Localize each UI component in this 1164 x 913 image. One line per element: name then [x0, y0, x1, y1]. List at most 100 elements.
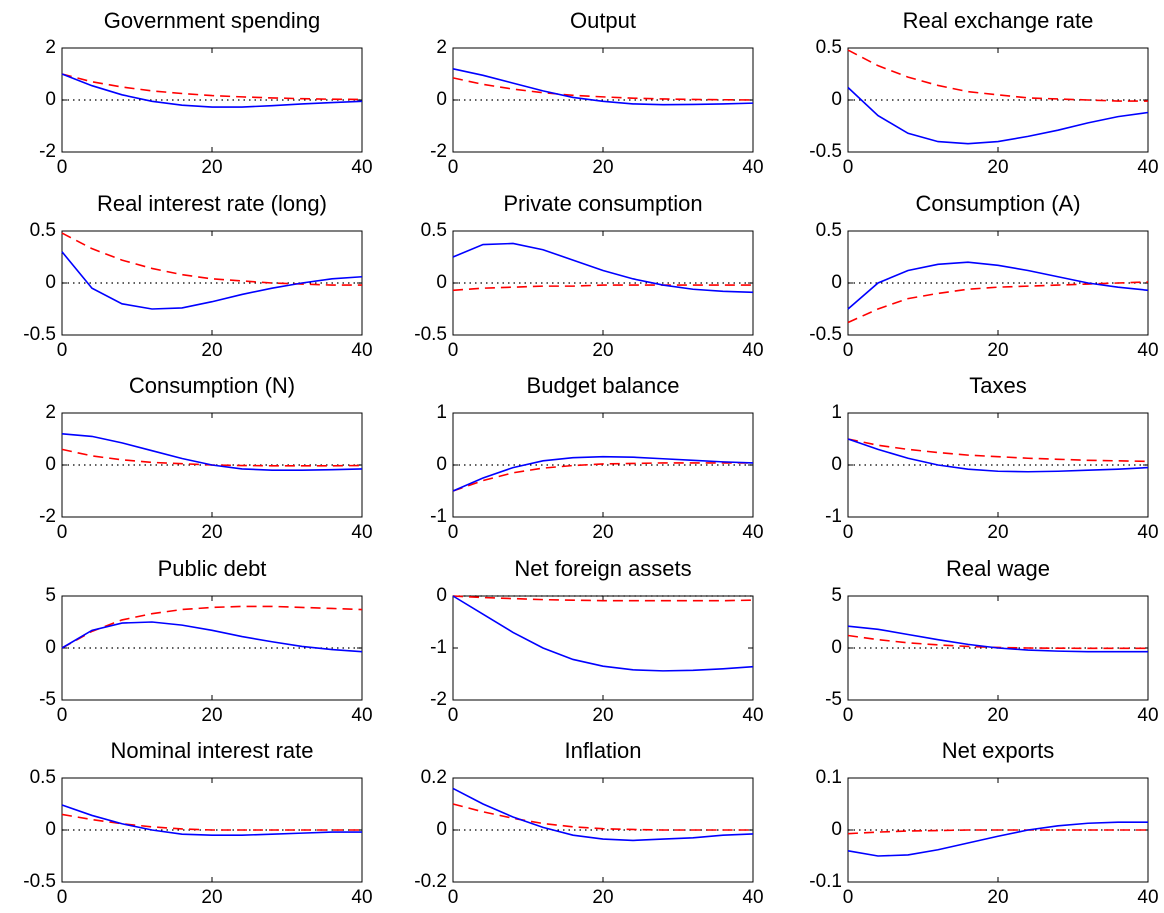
x-tick-label: 0 — [843, 522, 854, 543]
panel-title: Real interest rate (long) — [97, 191, 327, 216]
y-tick-label: 0.5 — [30, 767, 56, 788]
series-line — [847, 821, 1148, 857]
series-line — [452, 68, 754, 106]
y-tick-label: -1 — [430, 637, 447, 658]
series-line — [61, 605, 363, 649]
y-tick-label: 5 — [831, 585, 842, 606]
series-line — [847, 49, 1148, 102]
y-tick-label: 0 — [436, 272, 447, 293]
series-line — [61, 73, 363, 101]
y-tick-label: -2 — [430, 689, 447, 710]
x-tick-label: 40 — [1137, 157, 1158, 178]
y-tick-label: -2 — [430, 141, 447, 162]
x-tick-label: 20 — [201, 157, 222, 178]
series-line — [847, 438, 1149, 473]
y-tick-label: -0.5 — [414, 324, 447, 345]
x-tick-label: 0 — [448, 887, 459, 908]
y-tick-label: -5 — [825, 689, 842, 710]
panel-title: Net exports — [942, 738, 1055, 763]
x-tick-label: 20 — [592, 157, 613, 178]
x-tick-label: 0 — [448, 157, 459, 178]
series-line — [452, 787, 754, 842]
x-tick-label: 0 — [57, 705, 68, 726]
y-tick-label: 0.5 — [30, 220, 56, 241]
series-line — [61, 433, 363, 471]
x-tick-label: 40 — [351, 705, 372, 726]
panel-title: Taxes — [969, 373, 1026, 398]
x-tick-label: 0 — [57, 522, 68, 543]
y-tick-label: 0 — [45, 89, 56, 110]
y-tick-label: 0.5 — [816, 37, 842, 58]
x-tick-label: 20 — [201, 887, 222, 908]
y-tick-label: -1 — [825, 506, 842, 527]
x-tick-label: 40 — [1137, 340, 1158, 361]
y-tick-label: 2 — [45, 37, 56, 58]
panel-title: Consumption (A) — [915, 191, 1080, 216]
y-tick-label: 0 — [45, 819, 56, 840]
panel-title: Real wage — [946, 556, 1050, 581]
x-tick-label: 0 — [448, 522, 459, 543]
y-tick-label: -0.5 — [23, 871, 56, 892]
series-line — [847, 625, 1148, 653]
panel: Nominal interest rate-0.500.50 20 40 — [23, 738, 372, 908]
series-line — [452, 77, 754, 101]
y-tick-label: 0.5 — [421, 220, 447, 241]
y-tick-label: 0 — [436, 585, 447, 606]
series-line — [61, 251, 363, 310]
x-tick-label: 40 — [1137, 522, 1158, 543]
x-tick-label: 40 — [1137, 705, 1158, 726]
x-tick-label: 0 — [843, 340, 854, 361]
x-tick-label: 20 — [987, 157, 1008, 178]
x-tick-label: 0 — [843, 887, 854, 908]
y-tick-label: 0 — [436, 89, 447, 110]
x-tick-label: 40 — [742, 522, 763, 543]
y-tick-label: 0 — [45, 454, 56, 475]
x-tick-label: 40 — [351, 887, 372, 908]
x-tick-label: 40 — [742, 157, 763, 178]
y-tick-label: 0 — [831, 637, 842, 658]
x-tick-label: 20 — [592, 340, 613, 361]
y-tick-label: 2 — [45, 402, 56, 423]
y-tick-label: -0.5 — [809, 324, 842, 345]
y-tick-label: 2 — [436, 37, 447, 58]
panel-title: Private consumption — [503, 191, 702, 216]
series-line — [847, 829, 1148, 835]
panel-title: Government spending — [104, 8, 320, 33]
panel: Net foreign assets -2 -1 0 0 20 40 — [430, 556, 763, 726]
series-line — [452, 595, 754, 672]
y-tick-label: 5 — [45, 585, 56, 606]
x-tick-label: 40 — [1137, 887, 1158, 908]
x-tick-label: 20 — [201, 705, 222, 726]
series-line — [61, 232, 362, 286]
panel: Private consumption-0.500.50 20 40 — [414, 191, 763, 361]
series-line — [847, 261, 1149, 310]
y-tick-label: -0.1 — [809, 871, 842, 892]
panel-title: Inflation — [564, 738, 641, 763]
x-tick-label: 0 — [57, 887, 68, 908]
panel-title: Net foreign assets — [514, 556, 691, 581]
series-line — [452, 242, 754, 294]
x-tick-label: 0 — [57, 340, 68, 361]
y-tick-label: 0.2 — [421, 767, 447, 788]
x-tick-label: 20 — [201, 522, 222, 543]
series-line — [61, 73, 363, 108]
series-line — [847, 438, 1149, 463]
x-tick-label: 0 — [448, 705, 459, 726]
series-line — [61, 804, 362, 836]
x-tick-label: 40 — [351, 522, 372, 543]
y-tick-label: -5 — [39, 689, 56, 710]
x-tick-label: 20 — [201, 340, 222, 361]
panel: Real exchange rate-0.500.50 20 40 — [809, 8, 1158, 178]
y-tick-label: -2 — [39, 506, 56, 527]
series-line — [452, 595, 754, 602]
y-tick-label: 0 — [831, 272, 842, 293]
x-tick-label: 20 — [987, 705, 1008, 726]
panel: Inflation-0.200.20 20 40 — [414, 738, 763, 908]
y-tick-label: 0 — [831, 819, 842, 840]
y-tick-label: 1 — [831, 402, 842, 423]
